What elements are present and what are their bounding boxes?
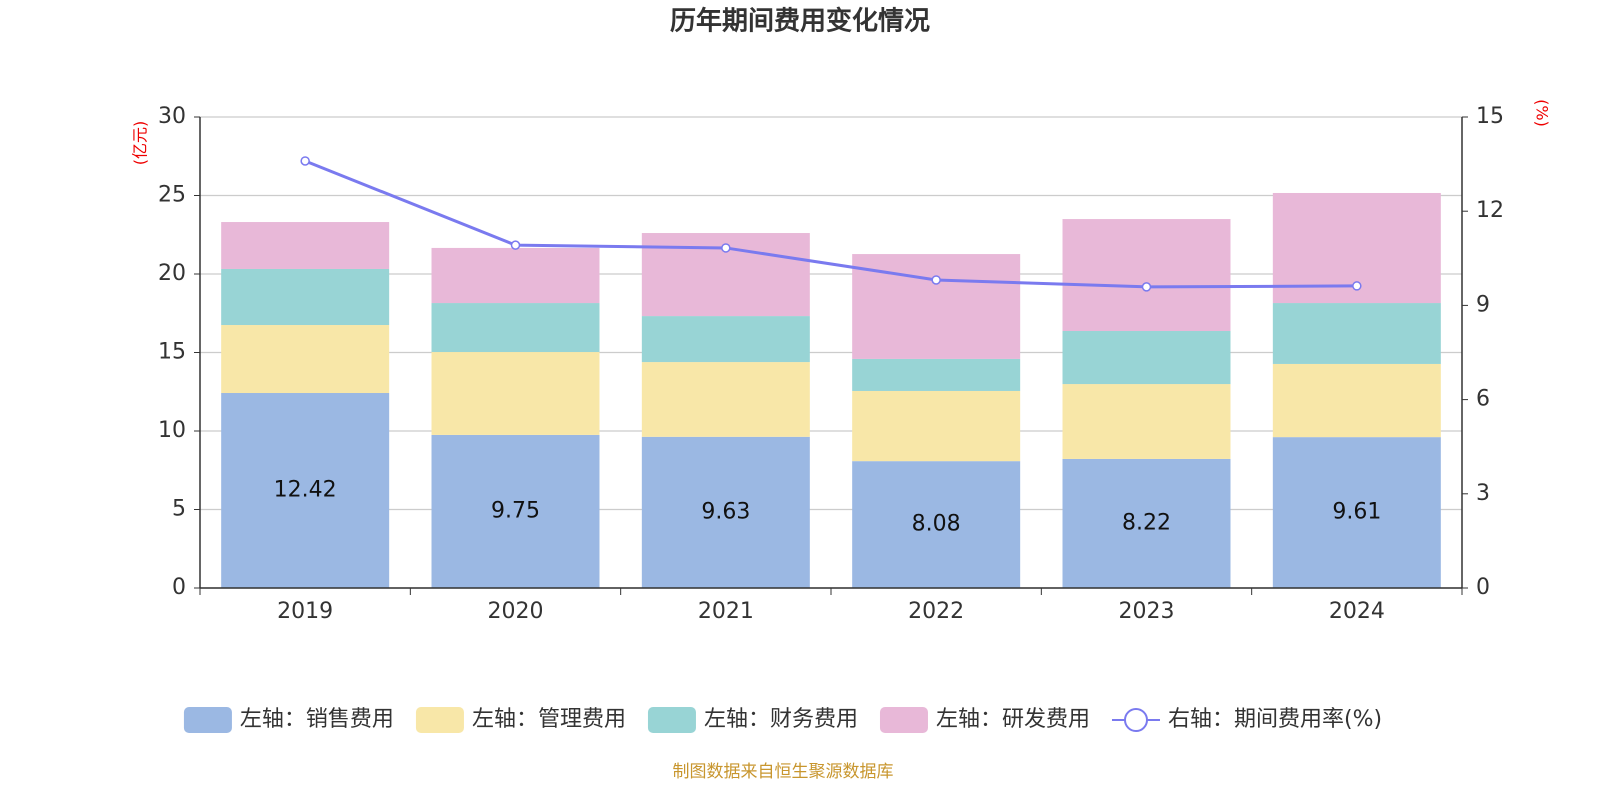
x-tick-label: 2023 — [1119, 599, 1175, 624]
x-tick-label: 2019 — [277, 599, 333, 624]
y2-tick-label: 9 — [1476, 292, 1490, 317]
y2-tick-label: 15 — [1476, 104, 1504, 129]
y2-axis-label: (%) — [1533, 99, 1552, 127]
legend-label: 右轴：期间费用率(%) — [1168, 707, 1382, 732]
data-label: 12.42 — [274, 478, 337, 503]
x-tick-label: 2022 — [908, 599, 964, 624]
bar — [1062, 384, 1231, 459]
legend-swatch — [879, 707, 928, 733]
x-tick-label: 2024 — [1329, 599, 1385, 624]
line-point — [721, 243, 731, 253]
data-label: 8.22 — [1122, 510, 1171, 535]
legend-swatch — [415, 707, 464, 733]
y2-tick-label: 3 — [1476, 481, 1490, 506]
y-tick-label: 15 — [158, 340, 186, 365]
bar — [1272, 437, 1441, 588]
bar — [221, 268, 390, 326]
legend-label: 左轴：管理费用 — [472, 707, 626, 732]
bar — [431, 352, 600, 435]
bar — [641, 436, 810, 588]
chart-title: 历年期间费用变化情况 — [670, 6, 930, 37]
bar — [852, 390, 1021, 462]
line-point — [510, 240, 521, 250]
data-label: 9.75 — [491, 498, 540, 523]
y-tick-label: 25 — [158, 183, 186, 208]
data-label: 9.61 — [1332, 500, 1381, 525]
bar — [852, 358, 1021, 391]
data-label: 9.63 — [701, 499, 750, 524]
bar — [431, 247, 600, 304]
source-note: 制图数据来自恒生聚源数据库 — [673, 762, 894, 782]
y2-tick-label: 12 — [1476, 198, 1504, 223]
bar — [1062, 458, 1231, 588]
line-point — [1352, 281, 1362, 291]
data-label: 8.08 — [912, 512, 961, 537]
y-axis-label: (亿元) — [131, 121, 150, 166]
bar — [1272, 363, 1441, 438]
y-tick-label: 20 — [158, 261, 186, 286]
line — [304, 159, 1357, 289]
bar — [221, 222, 390, 269]
legend-label: 左轴：销售费用 — [240, 707, 394, 732]
bar — [852, 461, 1021, 588]
bar — [431, 434, 600, 588]
legend-swatch — [183, 707, 232, 733]
y-tick-label: 10 — [158, 418, 186, 443]
bar — [641, 316, 810, 363]
line-point — [931, 275, 941, 285]
line-point — [300, 156, 310, 166]
bar — [641, 362, 810, 437]
x-tick-label: 2020 — [488, 599, 544, 624]
legend-label: 左轴：财务费用 — [704, 707, 858, 732]
legend-label: 左轴：研发费用 — [936, 707, 1090, 732]
y2-tick-label: 0 — [1476, 575, 1490, 600]
bar — [221, 393, 390, 588]
bar — [1272, 303, 1441, 364]
bar — [1062, 330, 1231, 385]
legend-swatch — [647, 707, 696, 733]
bar — [431, 303, 600, 353]
bar — [1062, 219, 1231, 331]
legend-swatch — [1123, 708, 1148, 732]
line-point — [1141, 282, 1152, 292]
y2-tick-label: 6 — [1476, 387, 1490, 412]
y-tick-label: 30 — [158, 104, 186, 129]
bar — [221, 325, 390, 394]
x-tick-label: 2021 — [698, 599, 754, 624]
y-tick-label: 5 — [172, 497, 186, 522]
y-tick-label: 0 — [172, 575, 186, 600]
